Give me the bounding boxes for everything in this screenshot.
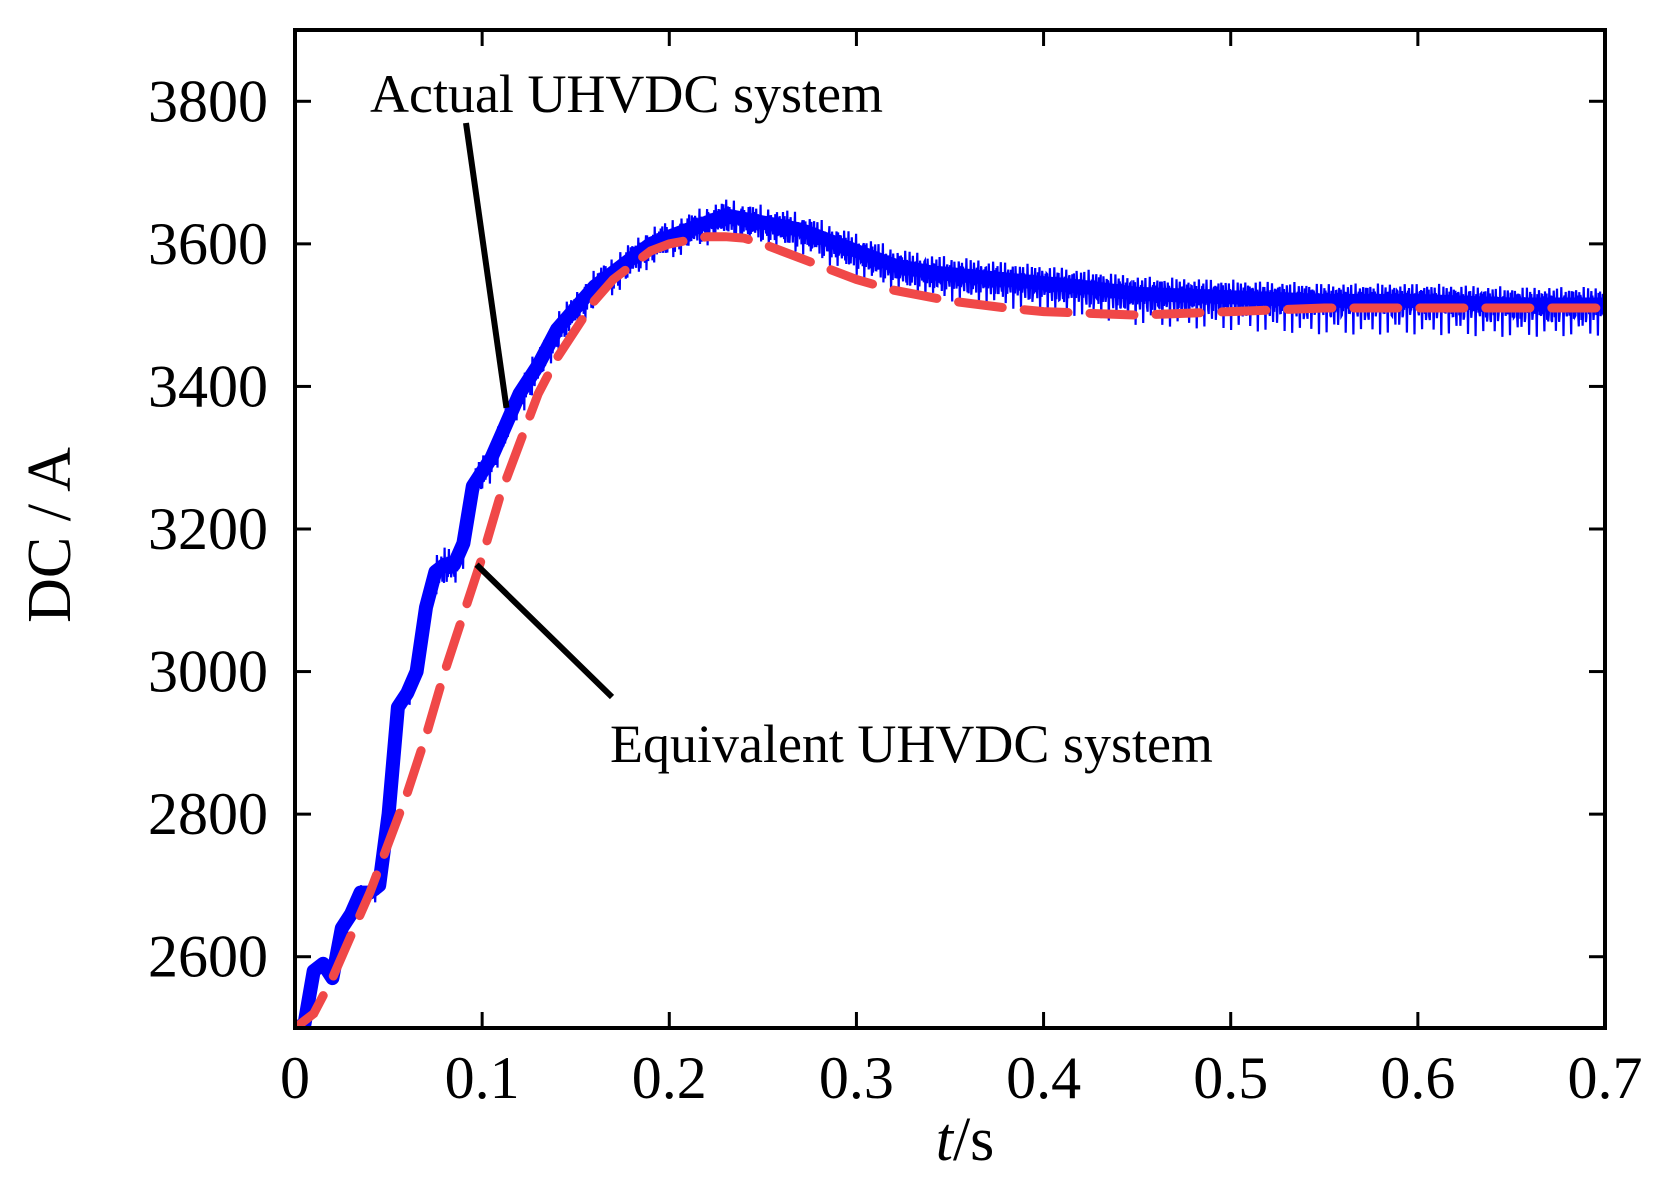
annotation-equivalent: Equivalent UHVDC system [610,714,1213,774]
y-tick-label: 3000 [148,639,268,705]
x-axis: 0 0.1 0.2 0.3 0.4 0.5 0.6 0.7 [280,30,1643,1111]
x-tick-label: 0.4 [1006,1045,1081,1111]
y-tick-label: 3400 [148,353,268,419]
y-axis-title: DC / A [16,447,84,623]
series-equivalent-line [295,232,1605,1028]
x-tick-label: 0.2 [632,1045,707,1111]
y-tick-label: 3600 [148,211,268,277]
x-tick-label: 0.3 [819,1045,894,1111]
x-axis-title: t/s [936,1106,995,1174]
x-axis-title-unit: /s [953,1106,994,1174]
series-actual-envelope [295,208,1605,1028]
annotation-actual: Actual UHVDC system [370,64,883,124]
x-tick-label: 0 [280,1045,310,1111]
annotation-pointers [463,122,615,700]
y-axis: 2600 2800 3000 3200 3400 3600 3800 [148,68,1605,990]
series-layer [295,199,1605,1028]
x-tick-label: 0.7 [1568,1045,1643,1111]
y-tick-label: 2600 [148,924,268,990]
y-tick-label: 3800 [148,68,268,134]
x-tick-label: 0.1 [445,1045,520,1111]
pointer-actual [463,122,510,409]
y-tick-label: 2800 [148,781,268,847]
x-tick-label: 0.5 [1193,1045,1268,1111]
x-axis-title-var: t [936,1106,955,1174]
y-tick-label: 3200 [148,496,268,562]
series-actual-line [295,199,1605,1028]
x-tick-label: 0.6 [1380,1045,1455,1111]
pointer-equivalent [474,562,615,700]
